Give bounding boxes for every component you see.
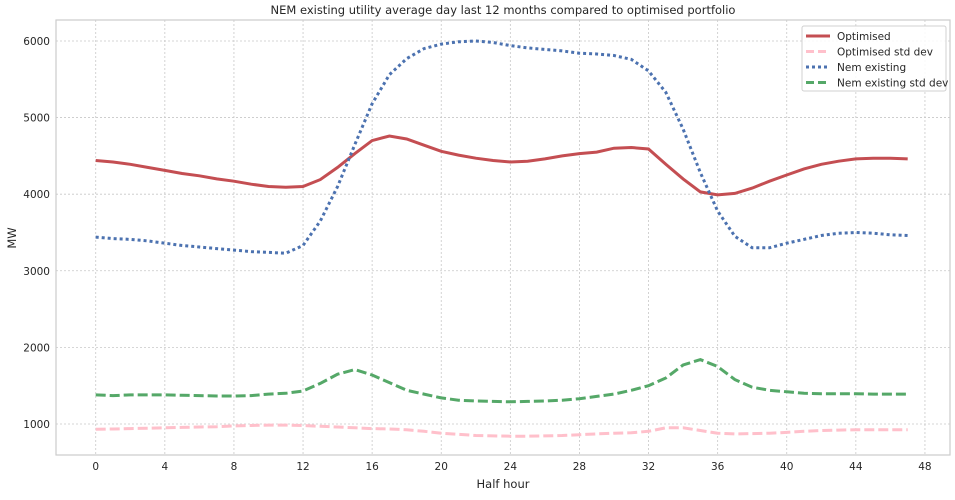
x-tick-label: 16 (365, 461, 379, 473)
x-tick-label: 20 (435, 461, 448, 473)
x-tick-label: 24 (504, 461, 518, 473)
chart-title: NEM existing utility average day last 12… (271, 3, 736, 17)
x-tick-label: 44 (849, 461, 863, 473)
series-line-nem-existing-std-dev (95, 358, 908, 404)
legend-label: Optimised std dev (837, 47, 933, 59)
x-tick-label: 28 (573, 461, 586, 473)
legend-label: Optimised (837, 31, 891, 43)
x-tick-label: 8 (231, 461, 238, 473)
y-axis-label: MW (5, 227, 19, 248)
y-tick-label: 3000 (23, 266, 50, 278)
series-line-optimised (95, 134, 908, 197)
series-line-nem-existing (95, 39, 908, 255)
legend-box (801, 25, 947, 92)
y-tick-label: 5000 (23, 113, 50, 125)
y-tick-label: 6000 (23, 36, 50, 48)
plot-frame (55, 19, 951, 456)
x-tick-label: 36 (711, 461, 725, 473)
x-axis-label: Half hour (477, 477, 530, 491)
x-tick-label: 40 (780, 461, 793, 473)
x-tick-label: 4 (161, 461, 168, 473)
y-tick-label: 1000 (23, 419, 50, 431)
x-tick-label: 0 (92, 461, 99, 473)
legend: Optimised Optimised std dev Nem existing Ne… (801, 25, 948, 92)
x-tick-label: 48 (918, 461, 931, 473)
legend-label: Nem existing (837, 62, 906, 74)
x-tick-label: 12 (296, 461, 309, 473)
y-tick-label: 4000 (23, 189, 50, 201)
y-tick-label: 2000 (23, 342, 50, 354)
series-line-optimised-std-dev (95, 423, 908, 438)
x-tick-label: 32 (642, 461, 655, 473)
legend-label: Nem existing std dev (837, 78, 948, 90)
